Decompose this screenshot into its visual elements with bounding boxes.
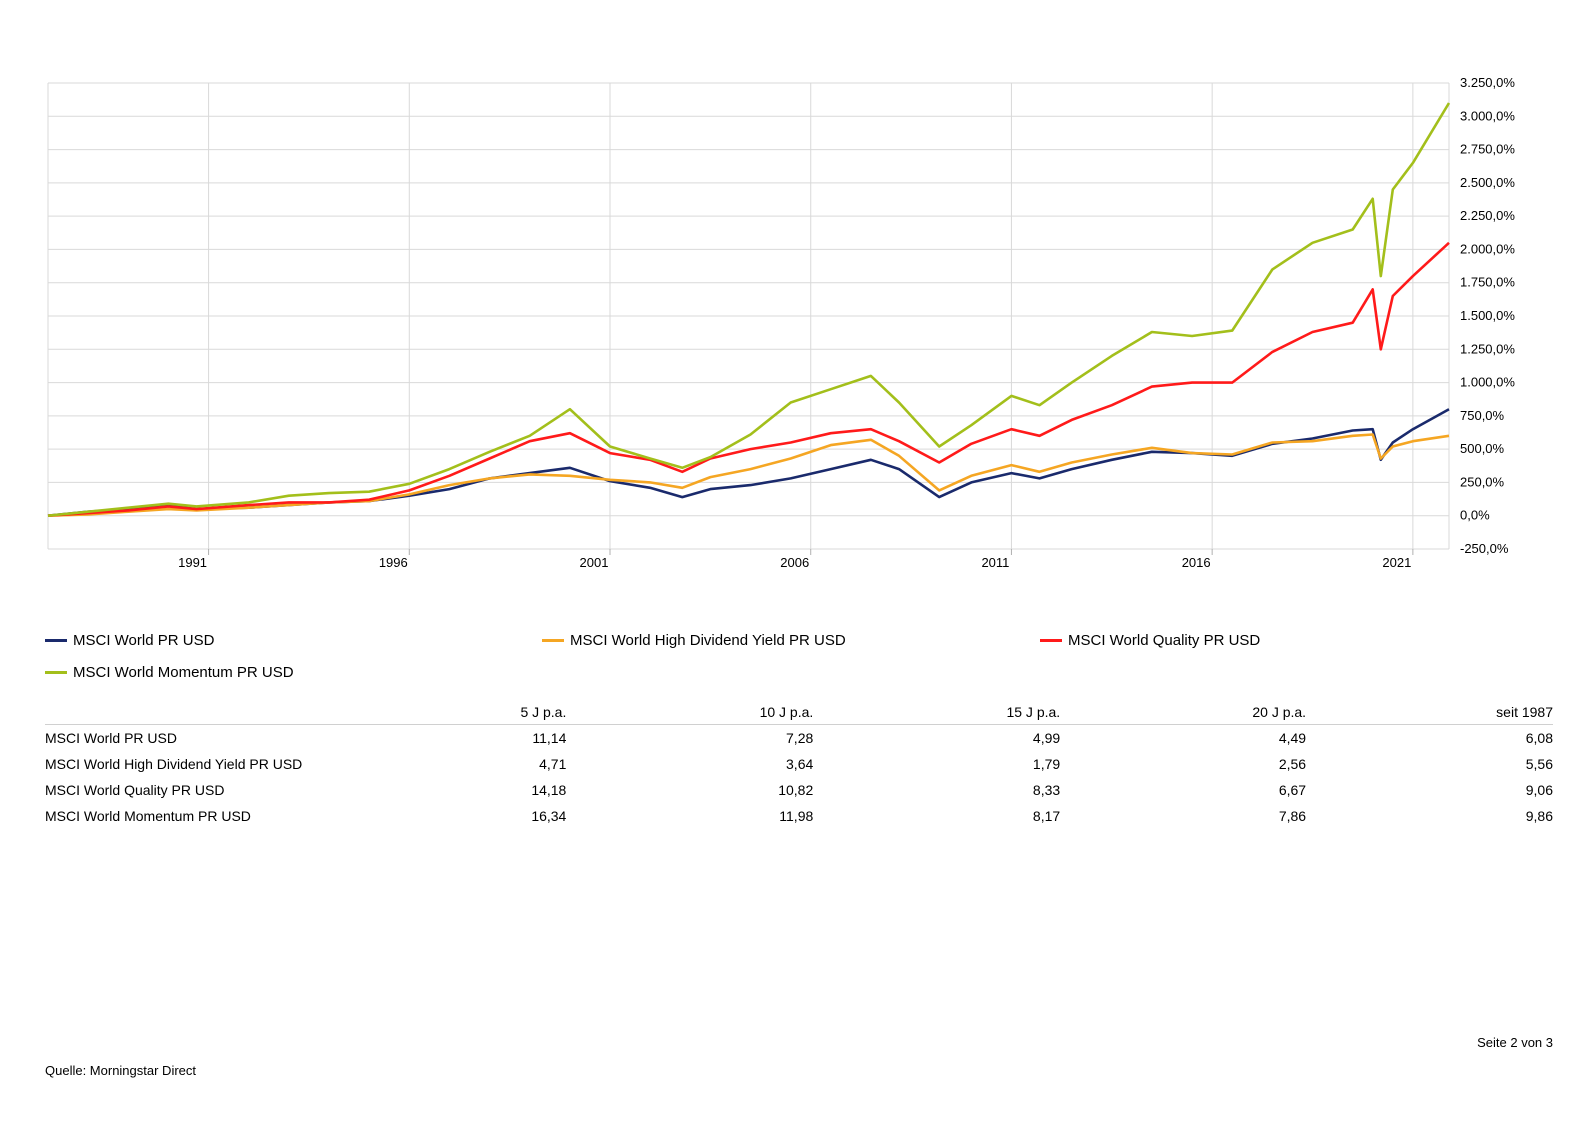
x-tick-label: 1996	[379, 555, 408, 570]
y-tick-label: 2.250,0%	[1460, 208, 1515, 223]
performance-chart: 3.250,0% 3.000,0% 2.750,0% 2.500,0% 2.250,0%…	[47, 75, 1515, 570]
table-cell: 9,06	[1525, 782, 1553, 798]
table-cell: 4,99	[1032, 730, 1061, 746]
page-number: Seite 2 von 3	[1477, 1035, 1553, 1050]
x-tick-label: 1991	[178, 555, 207, 570]
legend-label: MSCI World Momentum PR USD	[73, 664, 294, 681]
y-tick-label: 2.000,0%	[1460, 241, 1515, 256]
table-header: 5 J p.a.	[371, 703, 567, 725]
table-cell: 14,18	[531, 782, 567, 798]
table-cell: 9,86	[1525, 808, 1553, 824]
x-tick-label: 2016	[1182, 555, 1211, 570]
legend-swatch	[1040, 639, 1062, 642]
series-line-3	[47, 241, 1450, 517]
table-cell: 11,14	[532, 730, 567, 746]
row-name: MSCI World Momentum PR USD	[45, 808, 251, 824]
x-tick-label: 2021	[1382, 555, 1411, 570]
row-name: MSCI World PR USD	[45, 730, 177, 746]
row-name: MSCI World High Dividend Yield PR USD	[45, 756, 303, 772]
y-tick-label: 2.500,0%	[1460, 175, 1515, 190]
source-note: Quelle: Morningstar Direct	[45, 1063, 196, 1078]
table-header: 15 J p.a.	[813, 703, 1061, 725]
y-tick-label: 1.750,0%	[1460, 275, 1515, 290]
y-tick-label: 2.750,0%	[1460, 142, 1515, 157]
table-cell: 6,08	[1525, 730, 1553, 746]
y-tick-label: 1.500,0%	[1460, 308, 1515, 323]
table-cell: 1,79	[1032, 756, 1061, 772]
table-header: 20 J p.a.	[1060, 703, 1307, 725]
table-cell: 7,86	[1278, 808, 1307, 824]
table-cell: 2,56	[1278, 756, 1307, 772]
y-tick-label: 3.250,0%	[1460, 75, 1515, 90]
table-cell: 11,98	[779, 808, 814, 824]
table-header-row: 5 J p.a. 10 J p.a. 15 J p.a. 20 J p.a. s…	[45, 703, 1553, 725]
x-tick-label: 2006	[780, 555, 809, 570]
legend-swatch	[45, 639, 67, 642]
table-cell: 4,71	[539, 756, 567, 772]
legend-label: MSCI World Quality PR USD	[1068, 632, 1261, 649]
table-row: MSCI World PR USD 11,14 7,28 4,99 4,49 6…	[45, 725, 1553, 752]
chart-svg: 3.250,0% 3.000,0% 2.750,0% 2.500,0% 2.250,0%…	[47, 75, 1515, 570]
table-cell: 6,67	[1278, 782, 1307, 798]
legend-item-msci-world: MSCI World PR USD	[45, 632, 214, 649]
y-tick-label: 1.000,0%	[1460, 375, 1515, 390]
table-cell: 8,17	[1032, 808, 1061, 824]
legend-item-quality: MSCI World Quality PR USD	[1040, 632, 1260, 649]
legend-item-high-dividend: MSCI World High Dividend Yield PR USD	[542, 632, 846, 649]
table-cell: 8,33	[1032, 782, 1061, 798]
legend-label: MSCI World PR USD	[73, 632, 215, 649]
x-tick-label: 2011	[981, 555, 1009, 570]
performance-table: 5 J p.a. 10 J p.a. 15 J p.a. 20 J p.a. s…	[45, 703, 1553, 829]
y-tick-label: -250,0%	[1460, 541, 1509, 556]
legend-swatch	[45, 671, 67, 674]
table-cell: 10,82	[778, 782, 814, 798]
legend-swatch	[542, 639, 564, 642]
table-row: MSCI World Momentum PR USD 16,34 11,98 8…	[45, 803, 1553, 829]
x-tick-label: 2001	[580, 555, 609, 570]
table-header: seit 1987	[1306, 703, 1553, 725]
y-tick-label: 0,0%	[1460, 508, 1490, 523]
legend-label: MSCI World High Dividend Yield PR USD	[570, 632, 846, 649]
table-row: MSCI World High Dividend Yield PR USD 4,…	[45, 751, 1553, 777]
y-tick-label: 750,0%	[1460, 408, 1505, 423]
row-name: MSCI World Quality PR USD	[45, 782, 225, 798]
table-row: MSCI World Quality PR USD 14,18 10,82 8,…	[45, 777, 1553, 803]
y-tick-label: 1.250,0%	[1460, 341, 1515, 356]
legend-item-momentum: MSCI World Momentum PR USD	[45, 664, 294, 681]
table-cell: 4,49	[1278, 730, 1307, 746]
chart-legend: MSCI World PR USD MSCI World High Divide…	[45, 632, 1545, 692]
table-cell: 3,64	[786, 756, 814, 772]
table-cell: 16,34	[531, 808, 567, 824]
series-line-2	[47, 433, 1450, 517]
table-header	[45, 703, 372, 725]
series-line-4	[47, 102, 1451, 517]
y-tick-label: 500,0%	[1460, 441, 1505, 456]
y-tick-label: 250,0%	[1460, 474, 1505, 489]
table-cell: 7,28	[786, 730, 814, 746]
table-header: 10 J p.a.	[566, 703, 814, 725]
y-tick-label: 3.000,0%	[1460, 108, 1515, 123]
table-cell: 5,56	[1525, 756, 1553, 772]
